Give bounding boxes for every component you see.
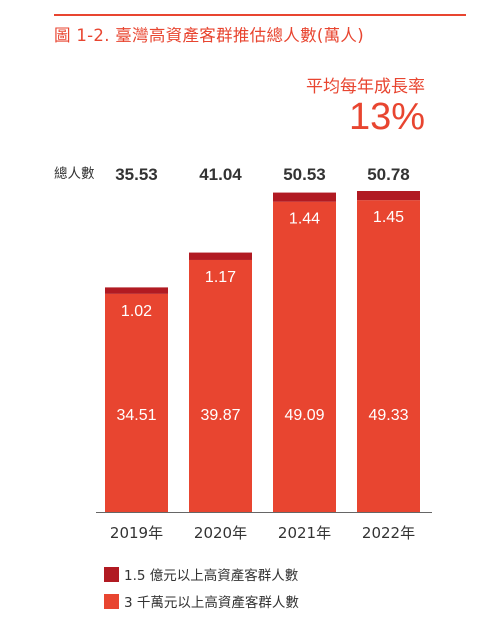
bar-bottom-2021年 xyxy=(273,201,336,512)
legend-label-bottom: 3 千萬元以上高資產客群人數 xyxy=(124,595,299,611)
x-tick-label: 2020年 xyxy=(194,524,247,542)
bar-bottom-2022年 xyxy=(357,200,420,512)
bar-top-2020年 xyxy=(189,252,252,260)
legend-item-bottom-segment: 3 千萬元以上高資產客群人數 xyxy=(104,593,299,611)
total-value-label: 35.53 xyxy=(115,165,158,184)
x-tick-label: 2021年 xyxy=(278,524,331,542)
legend-swatch-bottom xyxy=(104,593,119,609)
bottom-segment-label: 49.09 xyxy=(284,407,324,424)
bottom-segment-label: 39.87 xyxy=(200,407,240,424)
title-rule xyxy=(54,14,466,16)
bar-bottom-2020年 xyxy=(189,259,252,512)
growth-rate-value: 13% xyxy=(348,96,425,138)
top-segment-label: 1.44 xyxy=(289,211,320,228)
stacked-bar-chart: 總人數 1.02 34.51 35.53 2019年 1.17 39.87 41.04 202… xyxy=(54,165,432,542)
top-segment-label: 1.02 xyxy=(121,303,152,320)
bottom-segment-label: 34.51 xyxy=(116,407,156,424)
total-label: 總人數 xyxy=(54,165,95,182)
x-tick-label: 2019年 xyxy=(110,524,163,542)
legend-item-top-segment: 1.5 億元以上高資產客群人數 xyxy=(104,566,299,584)
legend-swatch-top xyxy=(104,566,119,582)
bar-top-2019年 xyxy=(105,287,168,294)
bar-top-2021年 xyxy=(273,192,336,202)
bar-top-2022年 xyxy=(357,191,420,201)
x-tick-label: 2022年 xyxy=(362,524,415,542)
chart-title: 圖 1-2. 臺灣高資產客群推估總人數(萬人) xyxy=(54,26,364,45)
total-value-label: 50.53 xyxy=(283,165,326,184)
top-segment-label: 1.17 xyxy=(205,269,236,286)
top-segment-label: 1.45 xyxy=(373,209,404,226)
legend-label-top: 1.5 億元以上高資產客群人數 xyxy=(124,568,299,584)
bottom-segment-label: 49.33 xyxy=(368,407,408,424)
total-value-label: 41.04 xyxy=(199,165,242,184)
growth-rate-label: 平均每年成長率 xyxy=(306,77,425,97)
total-value-label: 50.78 xyxy=(367,165,410,184)
bar-bottom-2019年 xyxy=(105,293,168,512)
